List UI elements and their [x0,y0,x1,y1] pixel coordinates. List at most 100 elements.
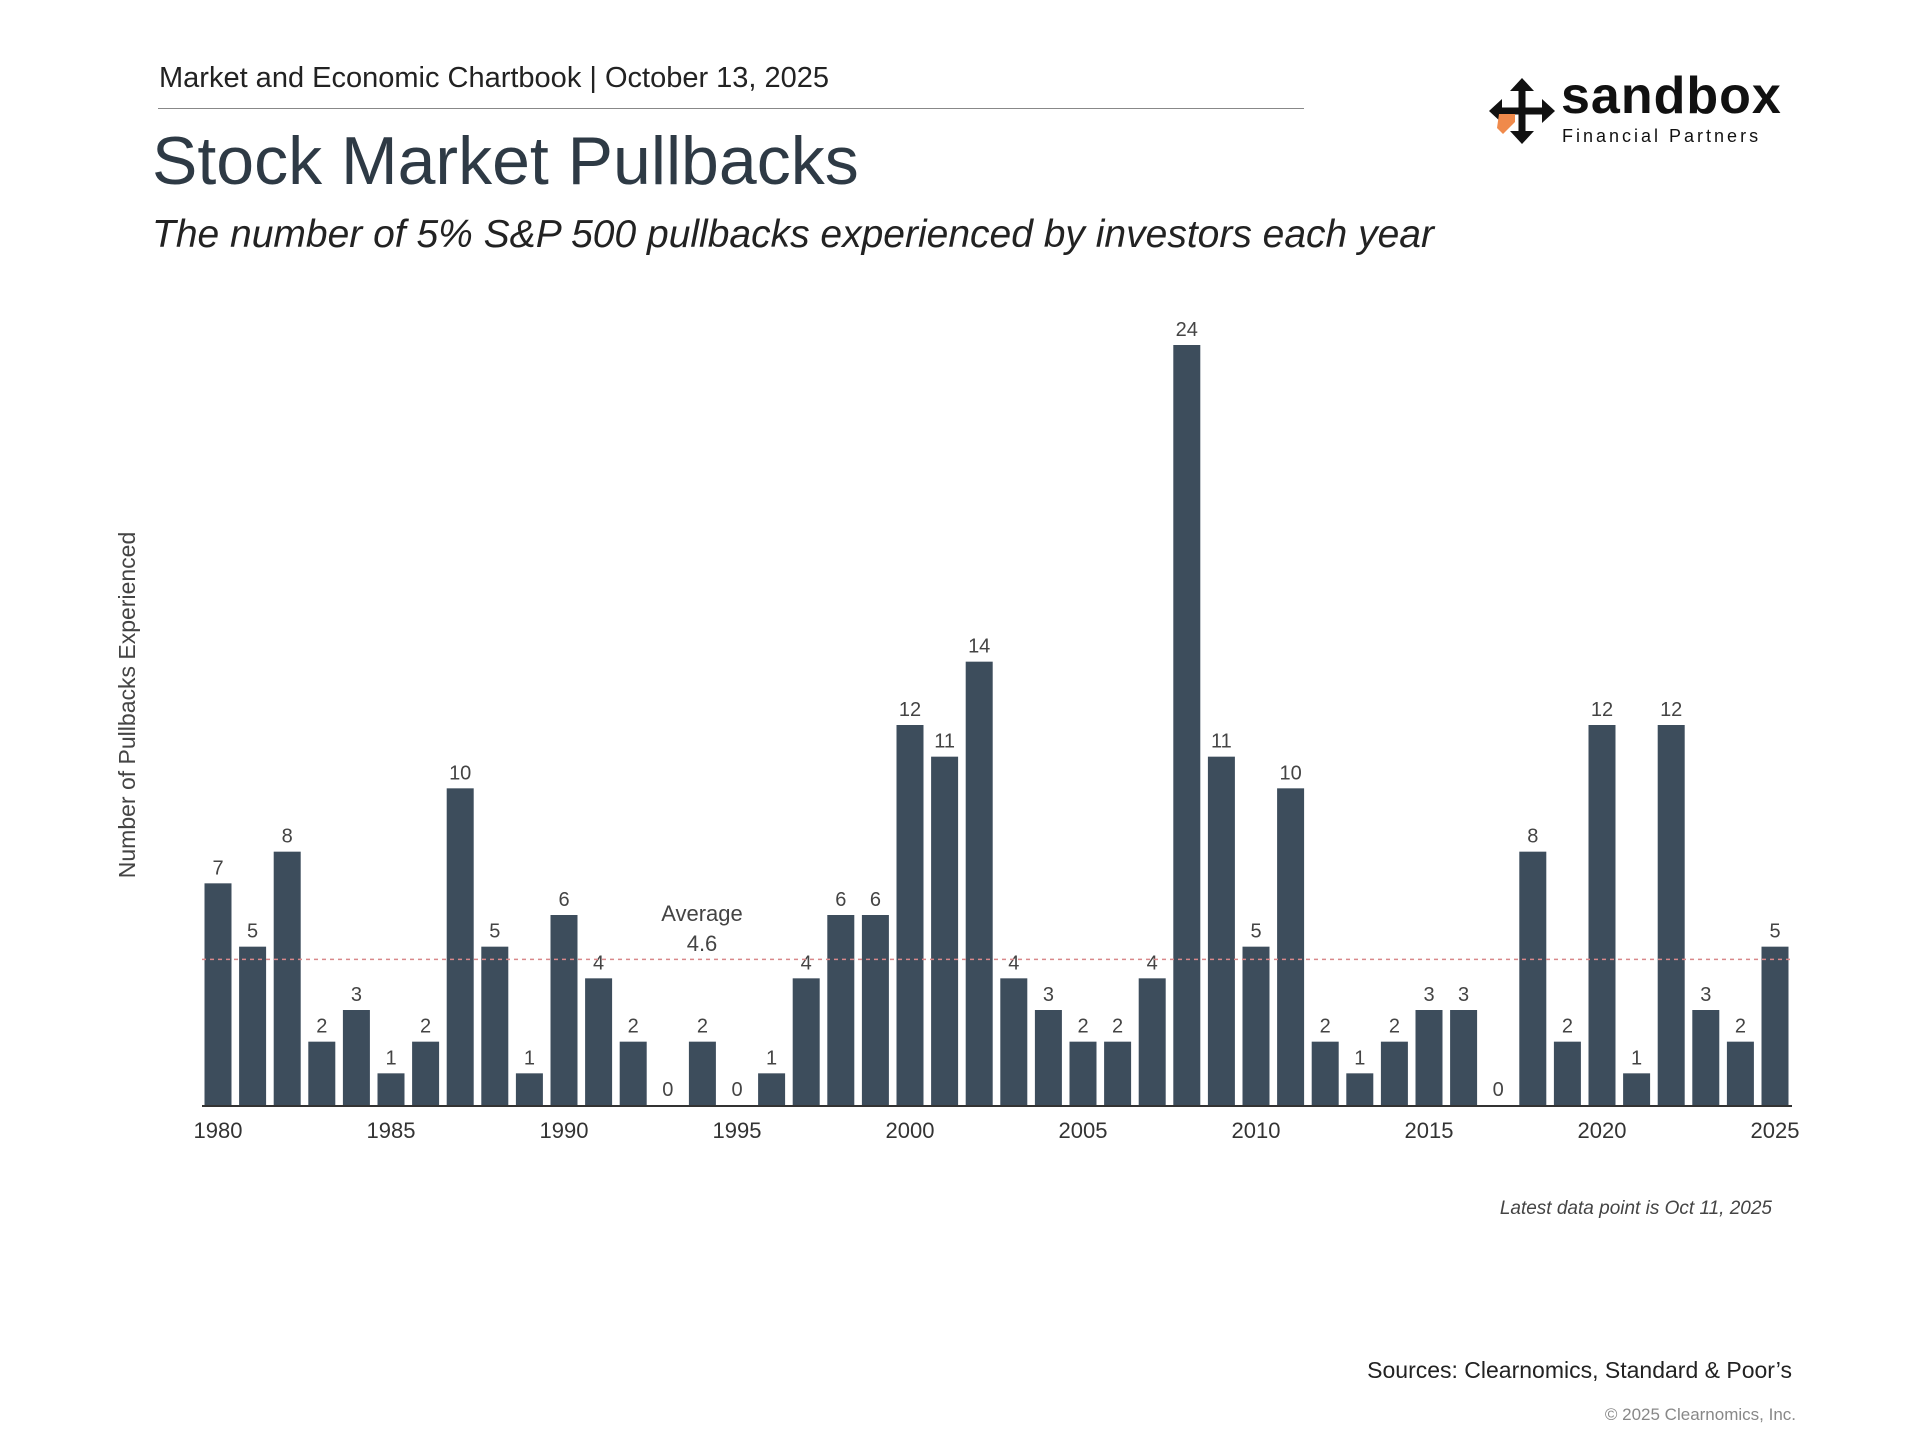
bar-1986 [412,1041,440,1105]
x-tick-label-2025: 2025 [1751,1118,1800,1143]
data-label-2019: 2 [1562,1016,1573,1038]
bar-1992 [619,1041,647,1105]
data-label-1999: 6 [870,889,881,911]
sandbox-logo: sandbox Financial Partners [1489,67,1799,154]
data-label-1989: 1 [524,1047,535,1069]
bar-1990 [550,915,578,1105]
data-label-1985: 1 [385,1047,396,1069]
bar-1991 [585,978,613,1105]
arrows-cross-icon [1489,78,1555,144]
x-tick-label-1995: 1995 [713,1118,762,1143]
data-label-2008: 24 [1176,319,1198,341]
data-label-2011: 10 [1279,762,1301,784]
data-label-1982: 8 [282,826,293,848]
bar-2005 [1069,1041,1097,1105]
bar-1996 [758,1073,786,1105]
data-label-1993: 0 [662,1079,673,1101]
data-label-2023: 3 [1700,984,1711,1006]
bar-2024 [1726,1041,1754,1105]
data-label-1992: 2 [628,1016,639,1038]
x-tick-label-2020: 2020 [1578,1118,1627,1143]
data-label-1991: 4 [593,952,604,974]
x-tick-label-2000: 2000 [886,1118,935,1143]
data-label-1990: 6 [558,889,569,911]
data-label-1994: 2 [697,1016,708,1038]
average-value: 4.6 [687,931,718,956]
data-label-2005: 2 [1077,1016,1088,1038]
bar-1989 [515,1073,543,1105]
copyright-text: © 2025 Clearnomics, Inc. [1604,1405,1796,1424]
logo-wordmark: sandbox [1561,66,1782,126]
data-label-2013: 1 [1354,1047,1365,1069]
data-label-2001: 11 [934,731,955,753]
data-label-2002: 14 [968,636,990,658]
bar-2004 [1034,1010,1062,1105]
bar-2013 [1346,1073,1374,1105]
data-label-2025: 5 [1769,921,1780,943]
data-label-1995: 0 [731,1079,742,1101]
bar-1999 [861,915,889,1105]
data-label-2014: 2 [1389,1016,1400,1038]
bar-1994 [688,1041,716,1105]
logo-word: sandbox [1561,67,1782,125]
bar-2009 [1207,756,1235,1105]
bar-2015 [1415,1010,1443,1105]
bar-2010 [1242,946,1270,1105]
bar-2019 [1553,1041,1581,1105]
bar-1982 [273,851,301,1105]
bar-2025 [1761,946,1789,1105]
bar-2021 [1623,1073,1651,1105]
data-label-2009: 11 [1211,731,1232,753]
bar-2016 [1450,1010,1478,1105]
bar-2008 [1173,345,1201,1105]
data-label-1996: 1 [766,1047,777,1069]
page-title: Stock Market Pullbacks [152,123,859,199]
data-label-1981: 5 [247,921,258,943]
bar-2002 [965,661,993,1105]
data-label-2003: 4 [1008,952,1019,974]
y-axis-label: Number of Pullbacks Experienced [114,532,140,878]
data-label-1986: 2 [420,1016,431,1038]
data-label-1984: 3 [351,984,362,1006]
data-label-1997: 4 [801,952,812,974]
bar-2018 [1519,851,1547,1105]
latest-data-note: Latest data point is Oct 11, 2025 [1499,1198,1772,1219]
data-label-1998: 6 [835,889,846,911]
x-tick-label-1985: 1985 [367,1118,416,1143]
x-tick-label-1980: 1980 [194,1118,243,1143]
data-label-1988: 5 [489,921,500,943]
bar-1981 [239,946,267,1105]
average-label: Average [661,901,743,926]
bar-2023 [1692,1010,1720,1105]
bar-1984 [342,1010,370,1105]
bar-2007 [1138,978,1166,1105]
chartbook-header: Market and Economic Chartbook | October … [159,62,830,94]
data-label-1983: 2 [316,1016,327,1038]
data-label-2020: 12 [1591,699,1613,721]
data-label-2021: 1 [1631,1047,1642,1069]
bar-2001 [931,756,959,1105]
x-tick-label-2010: 2010 [1232,1118,1281,1143]
data-label-2007: 4 [1147,952,1158,974]
bar-2022 [1657,725,1685,1105]
x-tick-label-1990: 1990 [540,1118,589,1143]
bar-1997 [792,978,820,1105]
data-label-2015: 3 [1423,984,1434,1006]
data-label-2017: 0 [1493,1079,1504,1101]
bar-1985 [377,1073,405,1105]
data-label-2000: 12 [899,699,921,721]
data-label-2012: 2 [1320,1016,1331,1038]
sources-text: Sources: Clearnomics, Standard & Poor’s [1367,1357,1792,1383]
page-subtitle: The number of 5% S&P 500 pullbacks exper… [152,213,1434,256]
data-label-2016: 3 [1458,984,1469,1006]
bar-1988 [481,946,509,1105]
bar-1980 [204,883,232,1105]
data-label-2018: 8 [1527,826,1538,848]
x-tick-label-2015: 2015 [1405,1118,1454,1143]
bar-1998 [827,915,855,1105]
logo-tagline: Financial Partners [1562,126,1762,146]
data-label-2004: 3 [1043,984,1054,1006]
data-label-1980: 7 [212,857,223,879]
data-label-1987: 10 [449,762,471,784]
